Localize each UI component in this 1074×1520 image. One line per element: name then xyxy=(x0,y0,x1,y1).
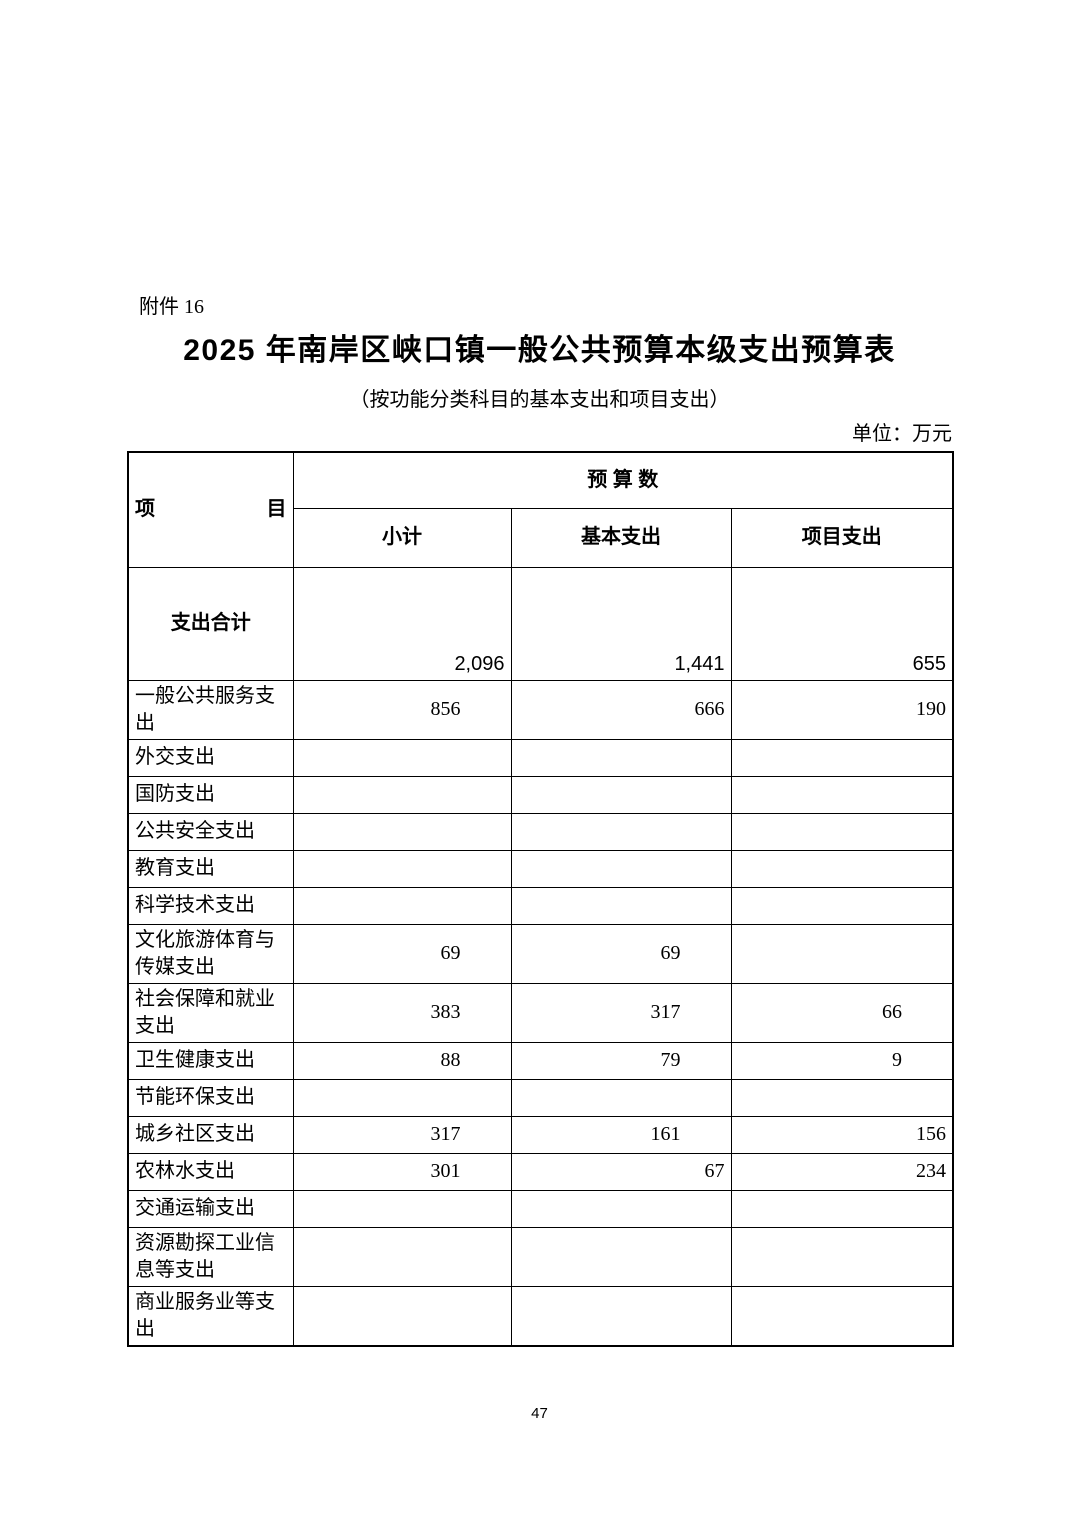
row-value: 856 xyxy=(292,679,512,740)
row-label: 节能环保支出 xyxy=(127,1078,294,1117)
row-label: 农林水支出 xyxy=(127,1152,294,1191)
row-value: 234 xyxy=(730,1152,954,1191)
row-value xyxy=(510,1285,732,1346)
total-project-value: 655 xyxy=(730,566,954,681)
row-value xyxy=(730,1189,954,1228)
column-header-basic: 基本支出 xyxy=(510,507,732,568)
total-row: 支出合计 2,096 1,441 655 xyxy=(127,566,954,681)
table-header: 项目 预 算 数 小计 基本支出 项目支出 支出合计 2,096 1,441 6… xyxy=(127,451,954,681)
row-value xyxy=(510,886,732,925)
row-value xyxy=(510,775,732,814)
row-value: 301 xyxy=(292,1152,512,1191)
table-row: 国防支出 xyxy=(127,775,954,814)
row-value xyxy=(730,738,954,777)
row-value xyxy=(510,1189,732,1228)
page-number: 47 xyxy=(531,1404,548,1422)
row-value xyxy=(510,1078,732,1117)
row-value xyxy=(730,1285,954,1346)
column-header-project: 项目支出 xyxy=(730,507,954,568)
total-basic-value: 1,441 xyxy=(510,566,732,681)
row-label: 科学技术支出 xyxy=(127,886,294,925)
table-row: 商业服务业等支出 xyxy=(127,1285,954,1346)
row-value: 161 xyxy=(510,1115,732,1154)
unit-note: 单位：万元 xyxy=(852,423,952,445)
row-value: 69 xyxy=(292,923,512,984)
row-label: 交通运输支出 xyxy=(127,1189,294,1228)
row-label: 外交支出 xyxy=(127,738,294,777)
table-row: 农林水支出 301 67 234 xyxy=(127,1152,954,1191)
row-label: 卫生健康支出 xyxy=(127,1041,294,1080)
table-body: 一般公共服务支出 856 666 190 外交支出 国防支出 公共安全支出 教育支出 科学技术支… xyxy=(127,679,954,1346)
row-value xyxy=(730,923,954,984)
row-value xyxy=(292,849,512,888)
table-row: 科学技术支出 xyxy=(127,886,954,925)
row-value xyxy=(730,812,954,851)
row-value xyxy=(730,1078,954,1117)
row-value: 67 xyxy=(510,1152,732,1191)
row-value xyxy=(292,1226,512,1287)
row-label: 教育支出 xyxy=(127,849,294,888)
row-value: 88 xyxy=(292,1041,512,1080)
row-label: 一般公共服务支出 xyxy=(127,679,294,740)
row-value xyxy=(292,886,512,925)
row-value xyxy=(292,1189,512,1228)
row-value xyxy=(730,775,954,814)
table-row: 交通运输支出 xyxy=(127,1189,954,1228)
table-row: 城乡社区支出 317 161 156 xyxy=(127,1115,954,1154)
row-value: 66 xyxy=(730,982,954,1043)
document-page: 附件 16 2025 年南岸区峡口镇一般公共预算本级支出预算表 （按功能分类科目… xyxy=(127,0,955,1422)
row-label: 社会保障和就业支出 xyxy=(127,982,294,1043)
table-row: 公共安全支出 xyxy=(127,812,954,851)
row-value xyxy=(292,1078,512,1117)
table-row: 卫生健康支出 88 79 9 xyxy=(127,1041,954,1080)
table-row: 资源勘探工业信息等支出 xyxy=(127,1226,954,1287)
row-value xyxy=(730,849,954,888)
column-header-budget-group: 预 算 数 xyxy=(292,451,954,509)
page-title: 2025 年南岸区峡口镇一般公共预算本级支出预算表 xyxy=(183,334,896,367)
row-value: 190 xyxy=(730,679,954,740)
row-label: 城乡社区支出 xyxy=(127,1115,294,1154)
table-row: 外交支出 xyxy=(127,738,954,777)
row-value: 79 xyxy=(510,1041,732,1080)
row-value: 317 xyxy=(292,1115,512,1154)
table-row: 社会保障和就业支出 383 317 66 xyxy=(127,982,954,1043)
budget-table: 项目 预 算 数 小计 基本支出 项目支出 支出合计 2,096 1,441 6… xyxy=(127,451,955,1347)
table-row: 文化旅游体育与传媒支出 69 69 xyxy=(127,923,954,984)
column-header-subtotal: 小计 xyxy=(292,507,512,568)
table-row: 一般公共服务支出 856 666 190 xyxy=(127,679,954,740)
row-label: 资源勘探工业信息等支出 xyxy=(127,1226,294,1287)
row-value: 9 xyxy=(730,1041,954,1080)
attachment-label: 附件 16 xyxy=(139,296,204,318)
row-label: 商业服务业等支出 xyxy=(127,1285,294,1346)
row-value xyxy=(510,738,732,777)
column-header-item: 项目 xyxy=(127,451,294,568)
row-value: 69 xyxy=(510,923,732,984)
row-value xyxy=(730,1226,954,1287)
row-value xyxy=(730,886,954,925)
row-value xyxy=(510,849,732,888)
row-value xyxy=(510,1226,732,1287)
row-label: 国防支出 xyxy=(127,775,294,814)
row-value xyxy=(292,738,512,777)
table-row: 教育支出 xyxy=(127,849,954,888)
row-value: 317 xyxy=(510,982,732,1043)
page-subtitle: （按功能分类科目的基本支出和项目支出） xyxy=(349,389,730,411)
row-value xyxy=(292,812,512,851)
row-value: 666 xyxy=(510,679,732,740)
row-label: 公共安全支出 xyxy=(127,812,294,851)
table-row: 节能环保支出 xyxy=(127,1078,954,1117)
row-value: 156 xyxy=(730,1115,954,1154)
row-value xyxy=(510,812,732,851)
row-value: 383 xyxy=(292,982,512,1043)
row-value xyxy=(292,775,512,814)
total-row-label: 支出合计 xyxy=(127,566,294,681)
total-subtotal-value: 2,096 xyxy=(292,566,512,681)
row-label: 文化旅游体育与传媒支出 xyxy=(127,923,294,984)
row-value xyxy=(292,1285,512,1346)
